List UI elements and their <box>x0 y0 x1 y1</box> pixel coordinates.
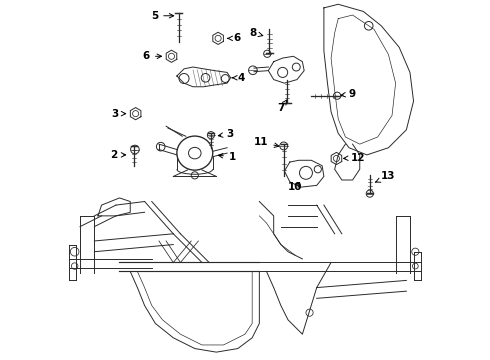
Text: 6: 6 <box>143 51 162 61</box>
Text: 2: 2 <box>110 150 125 160</box>
Text: 6: 6 <box>228 33 241 43</box>
Text: 8: 8 <box>249 28 263 38</box>
Text: 3: 3 <box>112 109 125 119</box>
Text: 13: 13 <box>376 171 396 182</box>
Text: 1: 1 <box>219 152 236 162</box>
Text: 4: 4 <box>232 73 245 83</box>
Text: 7: 7 <box>277 100 287 113</box>
Text: 5: 5 <box>151 11 174 21</box>
Text: 3: 3 <box>219 129 234 139</box>
Text: 11: 11 <box>254 138 279 148</box>
Text: 10: 10 <box>288 182 302 192</box>
Text: 12: 12 <box>343 153 365 163</box>
Text: 9: 9 <box>341 89 356 99</box>
